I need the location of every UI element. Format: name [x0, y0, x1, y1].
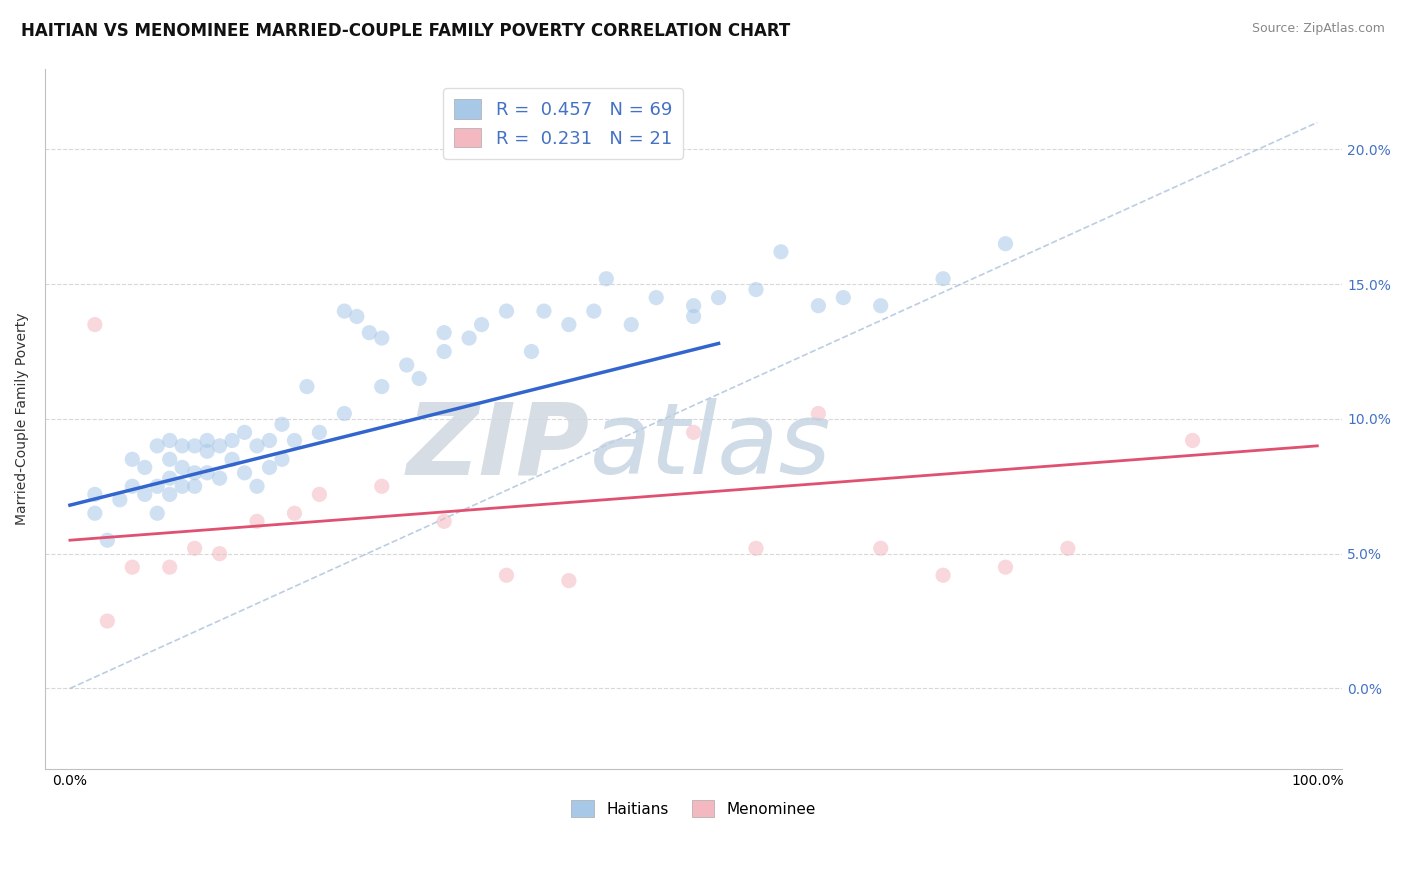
Point: [121, 479, 143, 493]
Point: [96, 614, 118, 628]
Point: [745, 541, 768, 556]
Legend: Haitians, Menominee: Haitians, Menominee: [564, 793, 824, 825]
Point: [371, 479, 394, 493]
Point: [433, 326, 456, 340]
Point: [233, 425, 256, 440]
Point: [932, 568, 955, 582]
Point: [259, 460, 281, 475]
Point: [159, 434, 181, 448]
Text: Source: ZipAtlas.com: Source: ZipAtlas.com: [1251, 22, 1385, 36]
Point: [283, 434, 305, 448]
Point: [769, 244, 792, 259]
Point: [159, 471, 181, 485]
Point: [371, 379, 394, 393]
Point: [682, 425, 704, 440]
Point: [932, 272, 955, 286]
Point: [134, 460, 156, 475]
Point: [807, 407, 830, 421]
Point: [645, 291, 668, 305]
Point: [520, 344, 543, 359]
Point: [433, 514, 456, 528]
Point: [994, 236, 1017, 251]
Point: [346, 310, 368, 324]
Point: [333, 407, 356, 421]
Point: [595, 272, 617, 286]
Point: [221, 452, 243, 467]
Point: [221, 434, 243, 448]
Point: [195, 444, 218, 458]
Point: [308, 487, 330, 501]
Point: [246, 479, 269, 493]
Point: [433, 344, 456, 359]
Point: [371, 331, 394, 345]
Point: [707, 291, 730, 305]
Point: [259, 434, 281, 448]
Point: [807, 299, 830, 313]
Point: [159, 487, 181, 501]
Point: [471, 318, 494, 332]
Point: [233, 466, 256, 480]
Point: [183, 479, 205, 493]
Point: [682, 299, 704, 313]
Point: [582, 304, 605, 318]
Point: [869, 541, 891, 556]
Point: [96, 533, 118, 548]
Point: [458, 331, 481, 345]
Point: [83, 506, 105, 520]
Point: [308, 425, 330, 440]
Point: [146, 439, 169, 453]
Point: [869, 299, 891, 313]
Point: [146, 479, 169, 493]
Point: [682, 310, 704, 324]
Point: [246, 439, 269, 453]
Point: [195, 434, 218, 448]
Point: [408, 371, 430, 385]
Point: [495, 304, 517, 318]
Text: ZIP: ZIP: [406, 399, 591, 495]
Point: [1181, 434, 1204, 448]
Point: [558, 574, 581, 588]
Point: [558, 318, 581, 332]
Point: [134, 487, 156, 501]
Text: HAITIAN VS MENOMINEE MARRIED-COUPLE FAMILY POVERTY CORRELATION CHART: HAITIAN VS MENOMINEE MARRIED-COUPLE FAMI…: [21, 22, 790, 40]
Point: [195, 466, 218, 480]
Point: [271, 452, 294, 467]
Point: [108, 492, 131, 507]
Y-axis label: Married-Couple Family Poverty: Married-Couple Family Poverty: [15, 313, 30, 525]
Point: [246, 514, 269, 528]
Point: [533, 304, 555, 318]
Point: [495, 568, 517, 582]
Point: [359, 326, 381, 340]
Text: atlas: atlas: [591, 399, 831, 495]
Point: [172, 479, 194, 493]
Point: [83, 318, 105, 332]
Point: [295, 379, 318, 393]
Point: [183, 439, 205, 453]
Point: [271, 417, 294, 432]
Point: [745, 283, 768, 297]
Point: [146, 506, 169, 520]
Point: [832, 291, 855, 305]
Point: [208, 547, 231, 561]
Point: [208, 471, 231, 485]
Point: [183, 541, 205, 556]
Point: [83, 487, 105, 501]
Point: [1056, 541, 1078, 556]
Point: [283, 506, 305, 520]
Point: [172, 439, 194, 453]
Point: [333, 304, 356, 318]
Point: [121, 452, 143, 467]
Point: [994, 560, 1017, 574]
Point: [395, 358, 418, 372]
Point: [183, 466, 205, 480]
Point: [159, 452, 181, 467]
Point: [208, 439, 231, 453]
Point: [620, 318, 643, 332]
Point: [159, 560, 181, 574]
Point: [121, 560, 143, 574]
Point: [172, 460, 194, 475]
